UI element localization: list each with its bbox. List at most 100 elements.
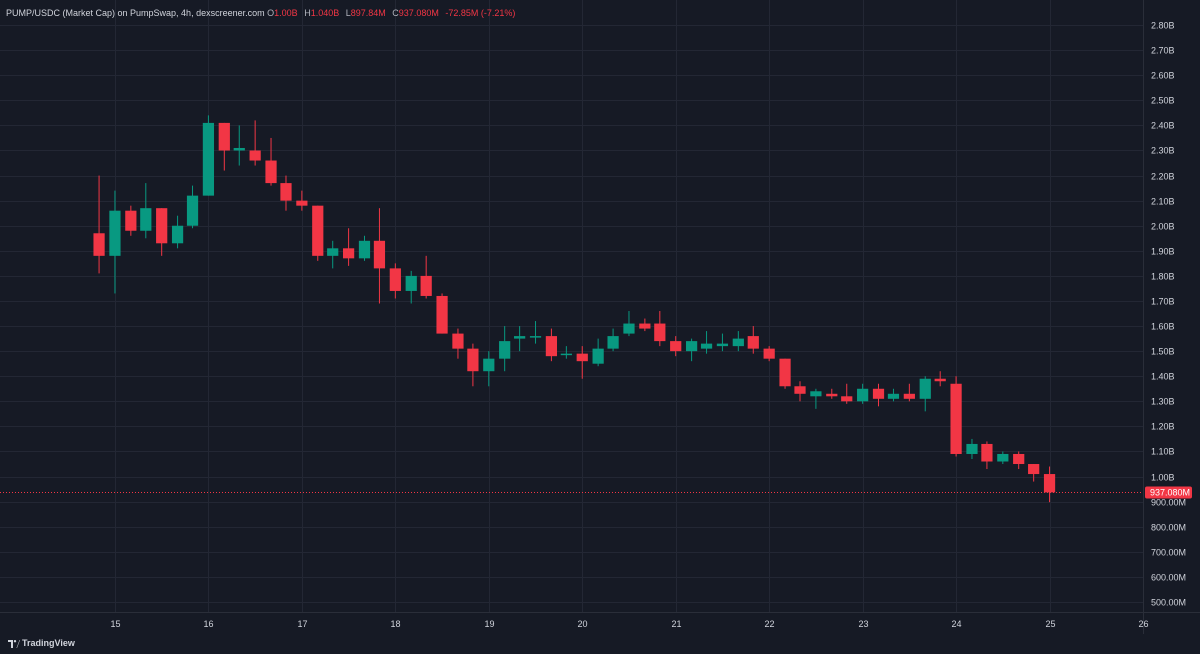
footer-bar [0, 634, 1200, 654]
candle-up [233, 125, 245, 166]
close-value: 937.080M [398, 8, 439, 18]
candle-body [93, 233, 105, 256]
y-tick-label: 2.10B [1151, 197, 1175, 207]
y-tick-label: 2.80B [1151, 21, 1175, 31]
candle-body [1043, 474, 1056, 493]
y-tick-label: 1.20B [1151, 422, 1175, 432]
time-axis[interactable]: 15 16 17 18 19 20 21 22 23 24 25 26 [110, 619, 1148, 629]
candle-down [312, 205, 324, 261]
candle-up [405, 270, 417, 304]
candle-down [265, 137, 277, 186]
candle-body [233, 147, 245, 151]
x-tick-label: 16 [203, 619, 213, 629]
tradingview-logo-icon[interactable] [8, 639, 20, 649]
grid [0, 0, 1144, 612]
candle-body [265, 160, 277, 184]
candle-body [950, 383, 962, 454]
price-axis[interactable]: 2.80B 2.70B 2.60B 2.50B 2.40B 2.30B 2.20B 2.10B… [1151, 21, 1186, 608]
y-tick-label: 800.00M [1151, 523, 1186, 533]
candle-body [420, 275, 432, 296]
candle-down [545, 328, 558, 362]
candle-down [872, 383, 885, 407]
y-tick-label: 600.00M [1151, 573, 1186, 583]
candle-body [779, 358, 791, 387]
candle-up [887, 388, 900, 402]
candle-body [981, 443, 993, 462]
candle-down [1043, 466, 1056, 503]
candle-down [218, 122, 230, 171]
candle-down [93, 175, 105, 274]
last-price-label: 937.080M [1145, 486, 1192, 499]
candle-body [373, 240, 386, 269]
candle-up [810, 388, 822, 409]
candle-body [296, 200, 308, 206]
candle-body [109, 210, 121, 256]
candle-down [436, 293, 448, 334]
y-tick-label: 2.00B [1151, 222, 1175, 232]
candle-body [545, 336, 558, 357]
x-tick-label: 18 [390, 619, 400, 629]
candle-down [826, 388, 838, 399]
candle-body [452, 333, 464, 349]
candle-body [125, 210, 137, 231]
candle-up [623, 311, 635, 337]
candles [93, 115, 1056, 503]
candle-up [171, 215, 184, 249]
candle-up [499, 326, 511, 372]
candle-body [1013, 453, 1025, 465]
candle-body [794, 386, 806, 394]
candle-body [389, 268, 401, 291]
candle-down [156, 208, 168, 256]
candle-down [373, 208, 386, 304]
candle-body [934, 378, 946, 382]
candle-up [109, 190, 121, 294]
candle-body [358, 240, 371, 259]
tradingview-brand[interactable]: TradingView [22, 638, 75, 648]
candle-up [732, 331, 744, 352]
candle-body [670, 341, 682, 352]
candle-body [156, 208, 168, 244]
candle-down [1028, 464, 1040, 482]
candle-up [140, 183, 152, 239]
candle-up [997, 451, 1009, 465]
candle-body [186, 195, 199, 226]
candle-body [202, 122, 215, 196]
candle-down [639, 318, 651, 332]
low-label: L [345, 8, 351, 18]
candle-body [1028, 464, 1040, 475]
candle-body [654, 323, 666, 342]
y-tick-label: 1.30B [1151, 397, 1175, 407]
chart-legend: PUMP/USDC (Market Cap) on PumpSwap, 4h, … [6, 8, 519, 18]
candle-body [312, 205, 324, 256]
open-label: O [267, 8, 275, 18]
y-tick-label: 2.70B [1151, 46, 1175, 56]
candle-body [887, 393, 900, 399]
candle-up [327, 240, 339, 269]
high-label: H [304, 8, 311, 18]
candle-down [903, 383, 915, 402]
candle-body [327, 248, 339, 256]
candle-up [202, 115, 215, 196]
candle-body [560, 353, 572, 356]
high-value: 1.040B [310, 8, 340, 18]
candle-body [592, 348, 604, 364]
y-tick-label: 700.00M [1151, 548, 1186, 558]
candle-down [1013, 451, 1025, 470]
candle-body [841, 396, 853, 402]
candle-body [919, 378, 931, 399]
candle-body [405, 275, 417, 291]
y-tick-label: 900.00M [1151, 498, 1186, 508]
symbol-title[interactable]: PUMP/USDC (Market Cap) on PumpSwap, 4h, … [6, 8, 265, 18]
candle-body [467, 348, 479, 372]
candle-down [841, 383, 853, 404]
x-tick-label: 23 [858, 619, 868, 629]
candle-up [919, 376, 931, 412]
candle-up [592, 338, 604, 367]
candle-down [125, 205, 137, 236]
candle-down [981, 441, 993, 470]
low-value: 897.84M [350, 8, 386, 18]
candle-up [560, 346, 572, 359]
candle-down [280, 175, 292, 211]
y-tick-label: 1.00B [1151, 473, 1175, 483]
